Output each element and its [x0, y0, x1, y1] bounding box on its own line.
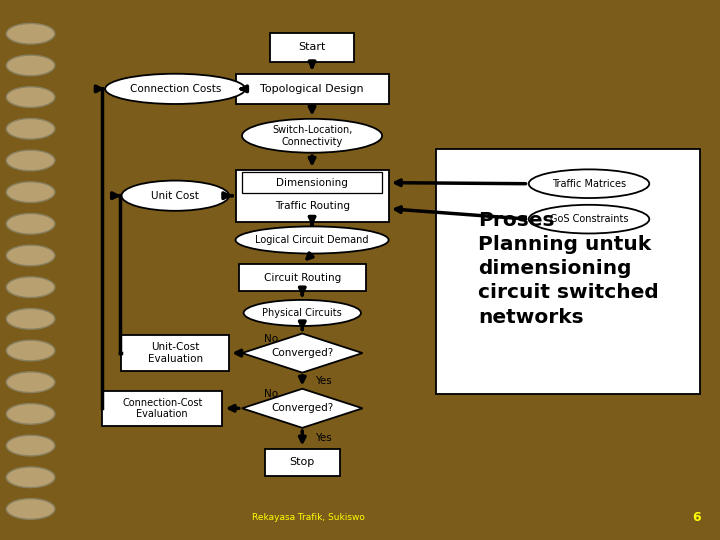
Text: Physical Circuits: Physical Circuits — [262, 308, 342, 318]
Text: No: No — [264, 389, 278, 399]
Text: Circuit Routing: Circuit Routing — [264, 273, 341, 282]
Text: Switch-Location,
Connectivity: Switch-Location, Connectivity — [272, 125, 352, 146]
Text: GoS Constraints: GoS Constraints — [550, 214, 629, 224]
FancyBboxPatch shape — [239, 264, 366, 291]
Ellipse shape — [6, 23, 55, 44]
Ellipse shape — [6, 467, 55, 488]
FancyBboxPatch shape — [102, 390, 222, 426]
Text: 6: 6 — [692, 511, 701, 524]
Text: Rekayasa Trafik, Sukiswo: Rekayasa Trafik, Sukiswo — [253, 513, 365, 522]
Ellipse shape — [6, 87, 55, 107]
Polygon shape — [242, 389, 363, 428]
Text: Connection-Cost
Evaluation: Connection-Cost Evaluation — [122, 397, 202, 419]
Text: Connection Costs: Connection Costs — [130, 84, 221, 94]
Text: Unit-Cost
Evaluation: Unit-Cost Evaluation — [148, 342, 203, 364]
Ellipse shape — [243, 300, 361, 326]
Ellipse shape — [6, 150, 55, 171]
Text: Traffic Routing: Traffic Routing — [274, 201, 350, 211]
Ellipse shape — [242, 119, 382, 153]
Ellipse shape — [6, 213, 55, 234]
Text: Start: Start — [298, 42, 325, 52]
FancyBboxPatch shape — [270, 33, 354, 62]
Text: Yes: Yes — [315, 433, 332, 443]
Ellipse shape — [6, 340, 55, 361]
Ellipse shape — [6, 498, 55, 519]
FancyBboxPatch shape — [436, 149, 700, 394]
Polygon shape — [242, 334, 363, 373]
Text: Yes: Yes — [315, 376, 332, 386]
Ellipse shape — [6, 55, 55, 76]
Ellipse shape — [6, 277, 55, 298]
Ellipse shape — [6, 372, 55, 393]
Ellipse shape — [6, 435, 55, 456]
Ellipse shape — [6, 118, 55, 139]
Text: No: No — [264, 334, 278, 343]
Ellipse shape — [122, 180, 229, 211]
Text: Converged?: Converged? — [271, 403, 333, 413]
Ellipse shape — [6, 308, 55, 329]
Text: Proses
Planning untuk
dimensioning
circuit switched
networks: Proses Planning untuk dimensioning circu… — [478, 211, 659, 327]
Text: Converged?: Converged? — [271, 348, 333, 358]
FancyBboxPatch shape — [122, 335, 229, 371]
Ellipse shape — [235, 226, 389, 254]
Text: Dimensioning: Dimensioning — [276, 178, 348, 188]
Text: Unit Cost: Unit Cost — [151, 191, 199, 201]
Text: Traffic Matrices: Traffic Matrices — [552, 179, 626, 188]
FancyBboxPatch shape — [235, 170, 389, 222]
FancyBboxPatch shape — [235, 74, 389, 104]
Ellipse shape — [528, 170, 649, 198]
Text: Logical Circuit Demand: Logical Circuit Demand — [256, 235, 369, 245]
Ellipse shape — [6, 182, 55, 202]
FancyBboxPatch shape — [265, 449, 340, 476]
Text: Stop: Stop — [289, 457, 315, 468]
Ellipse shape — [528, 205, 649, 233]
Ellipse shape — [6, 403, 55, 424]
Ellipse shape — [6, 245, 55, 266]
FancyBboxPatch shape — [242, 172, 382, 193]
Ellipse shape — [105, 74, 246, 104]
Text: Topological Design: Topological Design — [260, 84, 364, 94]
